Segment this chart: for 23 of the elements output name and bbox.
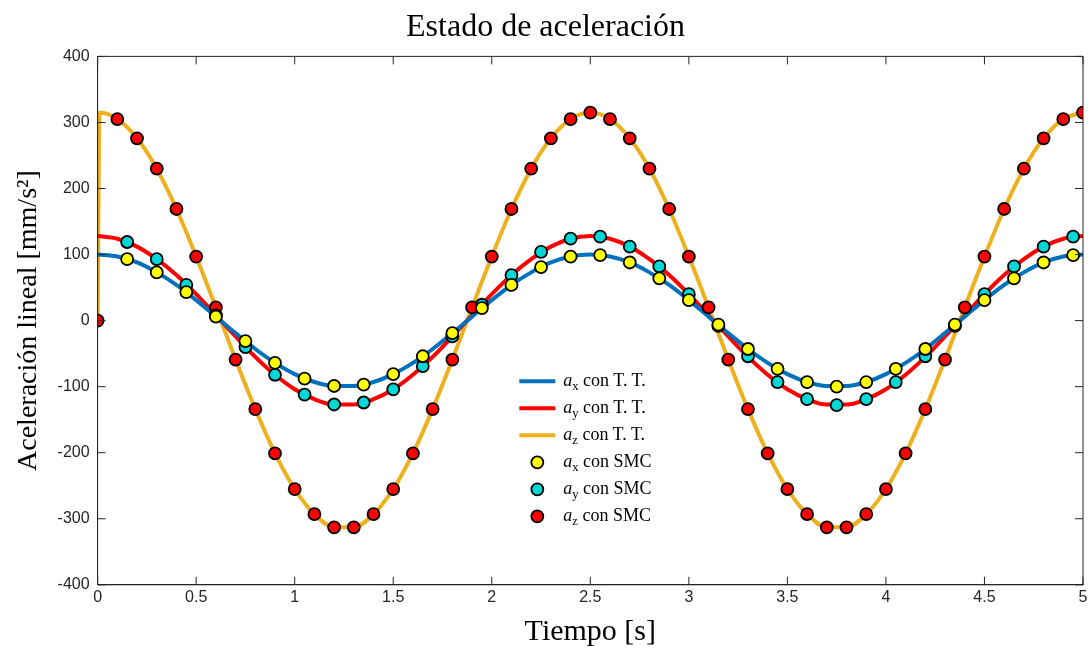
y-tick-label: 400 xyxy=(62,46,90,64)
x-tick-label: 1 xyxy=(290,587,300,605)
x-tick-label: 4 xyxy=(881,587,891,605)
y-tick-label: -200 xyxy=(57,443,90,461)
y-tick-label: -100 xyxy=(57,377,90,395)
x-tick-label: 1.5 xyxy=(382,587,405,605)
x-tick-label: 0.5 xyxy=(185,587,208,605)
y-tick-label: -400 xyxy=(57,575,90,593)
x-tick-label: 3.5 xyxy=(776,587,799,605)
y-tick-label: 200 xyxy=(62,178,90,196)
x-tick-label: 3 xyxy=(684,587,694,605)
y-tick-label: -300 xyxy=(57,509,90,527)
y-axis-title: Aceleración lineal [mm/s²] xyxy=(11,170,43,471)
x-tick-label: 2 xyxy=(487,587,497,605)
y-tick-label: 0 xyxy=(80,311,90,329)
x-tick-label: 2.5 xyxy=(579,587,602,605)
x-axis-title: Tiempo [s] xyxy=(524,612,657,646)
x-tick-label: 4.5 xyxy=(973,587,996,605)
y-tick-label: 100 xyxy=(62,244,90,262)
y-tick-label: 300 xyxy=(62,112,90,130)
x-tick-label: 5 xyxy=(1078,587,1088,605)
x-tick-label: 0 xyxy=(93,587,103,605)
chart-title: Estado de aceleración xyxy=(406,6,685,43)
